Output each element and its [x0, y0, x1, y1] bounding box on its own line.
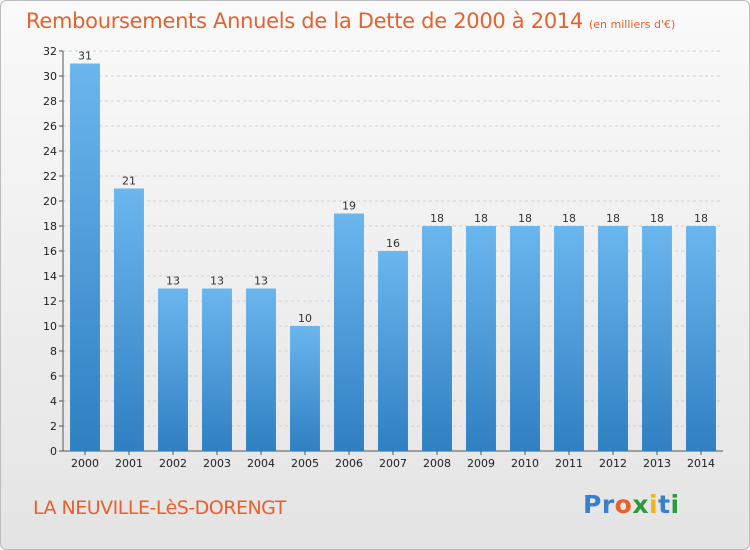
bar-2005 [290, 326, 320, 451]
value-label-2010: 18 [518, 212, 532, 225]
y-tick-label: 6 [50, 370, 57, 383]
data-labels: 31 21 13 13 13 10 19 16 18 18 18 18 18 18 18 [78, 50, 708, 326]
value-label-2009: 18 [474, 212, 488, 225]
chart-subtitle: (en milliers d'€) [589, 18, 676, 31]
bar-2003 [202, 288, 232, 451]
x-tick-label-2010: 2010 [511, 457, 539, 470]
bar-2004 [246, 288, 276, 451]
bar-2000 [70, 63, 100, 451]
bar-2007 [378, 251, 408, 451]
y-tick-label: 28 [43, 95, 57, 108]
value-label-2001: 21 [122, 175, 136, 188]
x-tick-label-2013: 2013 [643, 457, 671, 470]
y-tick-label: 20 [43, 195, 57, 208]
y-tick-label: 30 [43, 70, 57, 83]
value-label-2004: 13 [254, 275, 268, 288]
x-tick-label-2001: 2001 [115, 457, 143, 470]
y-tick-label: 16 [43, 245, 57, 258]
value-label-2002: 13 [166, 275, 180, 288]
commune-name: LA NEUVILLE-LèS-DORENGT [33, 497, 286, 519]
logo-letter: t [658, 490, 671, 519]
y-tick-label: 26 [43, 120, 57, 133]
y-tick-label: 22 [43, 170, 57, 183]
y-tick-label: 10 [43, 320, 57, 333]
logo-letter: i [670, 490, 680, 519]
bar-2009 [466, 226, 496, 451]
bar-2012 [598, 226, 628, 451]
x-tick-label-2009: 2009 [467, 457, 495, 470]
value-label-2013: 18 [650, 212, 664, 225]
bar-2008 [422, 226, 452, 451]
x-tick-label-2002: 2002 [159, 457, 187, 470]
value-label-2014: 18 [694, 212, 708, 225]
logo-letter: x [632, 490, 649, 519]
logo-letter: P [583, 490, 602, 519]
bars [70, 63, 716, 451]
x-tick-label-2008: 2008 [423, 457, 451, 470]
value-label-2008: 18 [430, 212, 444, 225]
x-tick-label-2011: 2011 [555, 457, 583, 470]
bar-2011 [554, 226, 584, 451]
value-label-2007: 16 [386, 237, 400, 250]
logo-letter: r [601, 490, 615, 519]
bar-2014 [686, 226, 716, 451]
value-label-2006: 19 [342, 200, 356, 213]
y-tick-label: 32 [43, 45, 57, 58]
bar-2010 [510, 226, 540, 451]
bar-2006 [334, 213, 364, 451]
x-tick-label-2006: 2006 [335, 457, 363, 470]
x-tick-label-2007: 2007 [379, 457, 407, 470]
y-tick-label: 0 [50, 445, 57, 458]
chart-title: Remboursements Annuels de la Dette de 20… [26, 9, 675, 33]
value-label-2011: 18 [562, 212, 576, 225]
y-tick-label: 8 [50, 345, 57, 358]
x-tick-label-2000: 2000 [71, 457, 99, 470]
x-tick-label-2014: 2014 [687, 457, 715, 470]
x-tick-label-2004: 2004 [247, 457, 275, 470]
y-tick-label: 4 [50, 395, 57, 408]
proxiti-logo[interactable]: Proxiti [583, 490, 680, 519]
bar-2002 [158, 288, 188, 451]
x-tick-label-2005: 2005 [291, 457, 319, 470]
y-tick-label: 18 [43, 220, 57, 233]
x-tick-label-2012: 2012 [599, 457, 627, 470]
value-label-2005: 10 [298, 312, 312, 325]
bar-2013 [642, 226, 672, 451]
logo-letter: i [649, 490, 659, 519]
y-tick-label: 12 [43, 295, 57, 308]
value-label-2003: 13 [210, 275, 224, 288]
y-tick-label: 24 [43, 145, 57, 158]
logo-letter: o [614, 490, 633, 519]
y-tick-label: 2 [50, 420, 57, 433]
y-tick-label: 14 [43, 270, 57, 283]
bar-2001 [114, 188, 144, 451]
chart-title-text: Remboursements Annuels de la Dette de 20… [26, 9, 583, 33]
x-tick-label-2003: 2003 [203, 457, 231, 470]
value-label-2012: 18 [606, 212, 620, 225]
value-label-2000: 31 [78, 50, 92, 63]
